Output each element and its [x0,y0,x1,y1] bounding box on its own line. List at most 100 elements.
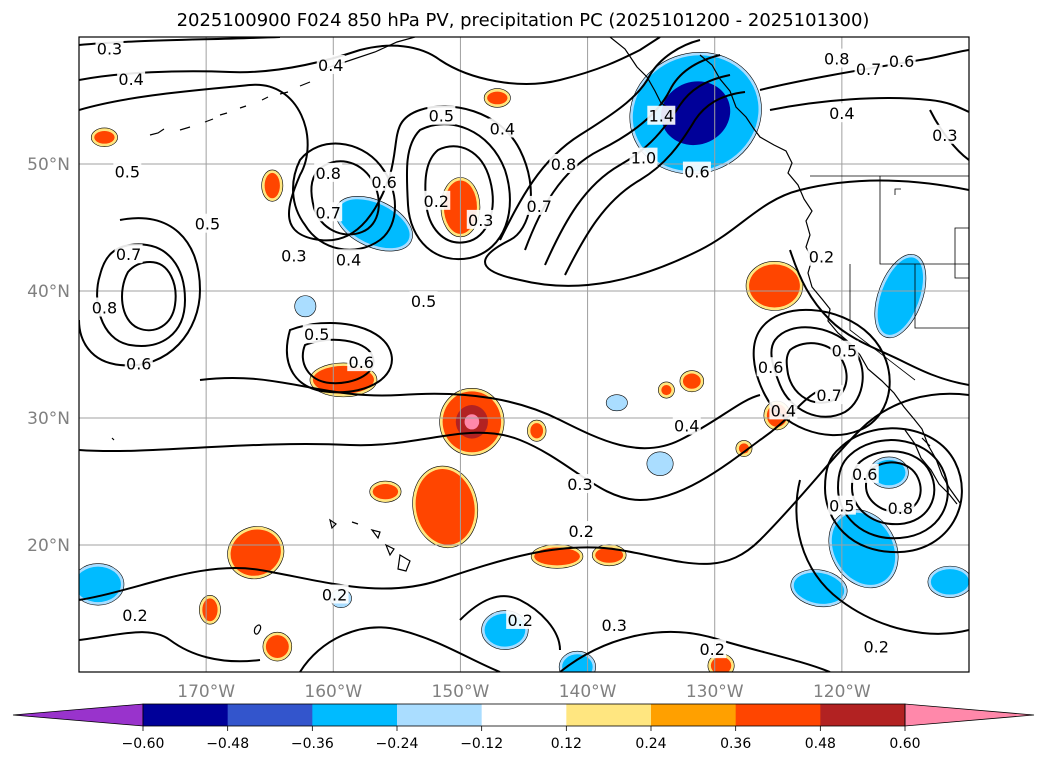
contour-label: 0.5 [113,161,142,182]
contour-label: 1.0 [629,147,658,168]
precip-region [874,254,927,339]
contour-label: 0.2 [320,584,349,605]
precip-region [90,127,118,147]
contour-label: 0.6 [347,352,376,372]
colorbar-extend-low [12,703,144,727]
contour-label-text: 0.3 [567,475,592,494]
contour-label: 0.2 [120,604,149,625]
contour-label-bg [930,124,959,144]
pv-contour-baja-3 [836,439,949,540]
colorbar-segment [481,704,567,726]
chart-title: 2025100900 F024 850 hPa PV, precipitatio… [177,10,870,31]
pv-contour-south-0.2 [79,392,969,601]
contour-label-text: 0.8 [92,299,117,318]
precip-region [679,370,705,393]
lat-tick-label: 20°N [27,536,70,556]
contour-label: 0.3 [600,615,629,635]
precip-region-core [661,81,731,146]
pv-contour-cal-3 [752,309,891,436]
contour-label: 0.4 [334,249,363,269]
pv-contour-0.5 [79,83,969,287]
contour-label-text: 0.5 [411,292,436,311]
contour-label: 0.5 [409,291,438,311]
pv-contour-0.7 [96,243,187,347]
precip-region [790,569,848,608]
contour-label-bg [90,297,119,317]
contour-label: 0.2 [422,190,451,211]
contour-label-text: 0.6 [684,163,709,182]
contour-label: 0.7 [314,202,343,222]
contour-label-bg [466,209,495,229]
precip-region-body [595,547,624,563]
contour-label-bg [862,636,891,656]
precip-region-body [312,365,374,394]
contour-label: 0.2 [862,636,891,657]
contour-label: 0.5 [427,105,456,126]
map-frame [78,36,970,673]
precip-region-body [930,569,969,595]
pv-contour-ne-2 [769,97,969,113]
pv-contour-0.2-east [795,479,969,635]
lon-tick-label: 170°W [177,682,235,702]
lon-tick-label: 160°W [304,682,362,702]
north-america-coast [699,54,961,504]
contour-label-text: 0.2 [507,611,532,630]
contour-label: 0.3 [565,474,594,494]
contour-label-text: 0.4 [674,417,699,436]
contour-label: 0.6 [124,353,153,373]
contour-label-text: 0.2 [699,640,724,659]
contour-label-bg [314,162,343,182]
contour-label: 0.2 [807,246,836,267]
precip-region [558,650,596,672]
colorbar-tick-label: 0.48 [805,736,836,752]
contour-label-bg [193,213,222,233]
contour-label-text: 0.5 [829,497,854,516]
contour-label-text: 0.8 [824,50,849,69]
precip-region [629,51,762,175]
contour-label-text: 0.5 [115,163,140,182]
contour-label-bg [756,357,785,377]
pv-contour-center-w1 [292,142,396,251]
contour-label-text: 0.5 [195,215,220,234]
contour-label-bg [320,584,349,604]
contour-label-bg [279,245,308,265]
colorbar-tick-label: 0.60 [889,736,920,752]
contour-label-bg [347,352,376,372]
precip-region [309,362,378,398]
contour-label: 0.8 [822,48,851,69]
pv-contour-trough-4 [499,39,701,241]
precip-region-body [265,635,289,659]
contour-label: 0.2 [698,639,727,659]
precip-region-body [487,91,508,105]
map-background [79,37,969,672]
contour-label: 0.6 [850,463,879,484]
colorbar-frame [142,703,906,727]
pv-contour-baja-4 [823,427,963,554]
contour-labels: 0.3 0.4 0.4 0.5 0.5 0.7 0.8 0.6 0.3 0.8 0.7 0.6 0.4 0… [90,38,959,659]
contour-label-bg [629,147,658,167]
pv-contour-center-w2 [310,160,380,236]
contour-label-text: 0.4 [771,401,796,420]
state-borders [849,176,969,381]
contour-label: 0.6 [370,171,399,192]
axis-tick-labels: 170°W 160°W 150°W 140°W 130°W 120°W 20°N 30°N 40… [27,155,871,702]
contour-label-bg [807,246,836,266]
contour-label-text: 0.8 [315,164,340,183]
lat-tick-label: 50°N [27,155,70,175]
pv-contour-0.6 [79,217,202,367]
contour-label-text: 0.7 [315,203,340,222]
lon-tick-label: 120°W [813,682,871,702]
contour-label-text: 0.5 [304,325,329,344]
contour-label-bg [422,190,451,210]
contour-label-text: 0.6 [889,52,914,71]
contour-label-bg [854,58,883,78]
colorbar-tick-label: 0.24 [635,736,666,752]
contour-label: 0.8 [886,498,915,518]
contour-label-bg [549,154,578,173]
hawaii-islands [329,518,411,572]
contour-label: 0.8 [314,162,343,183]
contour-label-bg [124,353,153,373]
colorbar-segment [397,704,483,726]
contour-label-bg [887,51,916,71]
